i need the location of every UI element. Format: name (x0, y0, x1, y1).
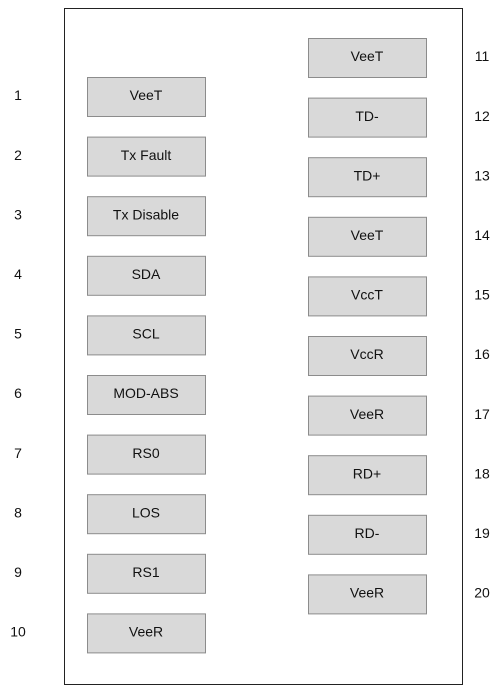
pin-label: VeeR (350, 585, 384, 601)
pin-number: 10 (10, 624, 26, 640)
pin-label: SDA (132, 266, 161, 282)
pin-label: VeeR (350, 406, 384, 422)
pin-label: LOS (132, 504, 160, 520)
pin-box (87, 553, 206, 594)
pin-box (308, 276, 427, 317)
pin-label: TD- (355, 108, 379, 124)
pin-label: Tx Fault (121, 147, 172, 163)
pin-number: 2 (14, 147, 22, 163)
pin-label: RS1 (132, 564, 159, 580)
pin-label: VeeR (129, 624, 163, 640)
pin-box (308, 455, 427, 496)
pin-box (308, 216, 427, 257)
pin-label: SCL (132, 326, 159, 342)
pin-number: 20 (474, 585, 490, 601)
pin-number: 12 (474, 108, 490, 124)
pin-label: VccR (350, 346, 383, 362)
pin-label: VeeT (351, 48, 384, 64)
pin-label: TD+ (354, 167, 381, 183)
pin-box (308, 157, 427, 198)
pin-number: 7 (14, 445, 22, 461)
pin-box (308, 97, 427, 138)
pin-number: 8 (14, 504, 22, 520)
pin-number: 16 (474, 346, 490, 362)
pin-label: VeeT (130, 87, 163, 103)
pin-number: 3 (14, 206, 22, 222)
pin-box (87, 434, 206, 475)
pin-number: 11 (475, 48, 490, 64)
pin-box (87, 315, 206, 356)
pin-number: 17 (474, 406, 490, 422)
pin-label: VccT (351, 287, 383, 303)
pin-box (87, 196, 206, 237)
pin-box (308, 574, 427, 615)
pin-number: 14 (474, 227, 490, 243)
pin-label: RD+ (353, 465, 381, 481)
pin-label: Tx Disable (113, 206, 179, 222)
pin-label: VeeT (351, 227, 384, 243)
pin-number: 9 (14, 564, 22, 580)
pin-number: 18 (474, 465, 490, 481)
pin-box (308, 336, 427, 376)
pin-box (308, 395, 427, 436)
pin-box (87, 494, 206, 535)
pin-box (87, 375, 206, 415)
pin-box (308, 38, 427, 78)
pin-number: 19 (474, 525, 490, 541)
pin-number: 1 (14, 87, 22, 103)
pin-number: 6 (14, 385, 22, 401)
pin-box (308, 514, 427, 555)
pin-label: RS0 (132, 445, 159, 461)
pin-label: MOD-ABS (113, 385, 178, 401)
pin-number: 13 (474, 167, 490, 183)
pin-number: 5 (14, 326, 22, 342)
pin-box (87, 613, 206, 654)
pin-box (87, 136, 206, 177)
pin-number: 15 (474, 287, 490, 303)
pin-box (87, 255, 206, 296)
pin-box (87, 77, 206, 117)
pin-label: RD- (355, 525, 380, 541)
pin-number: 4 (14, 266, 22, 282)
